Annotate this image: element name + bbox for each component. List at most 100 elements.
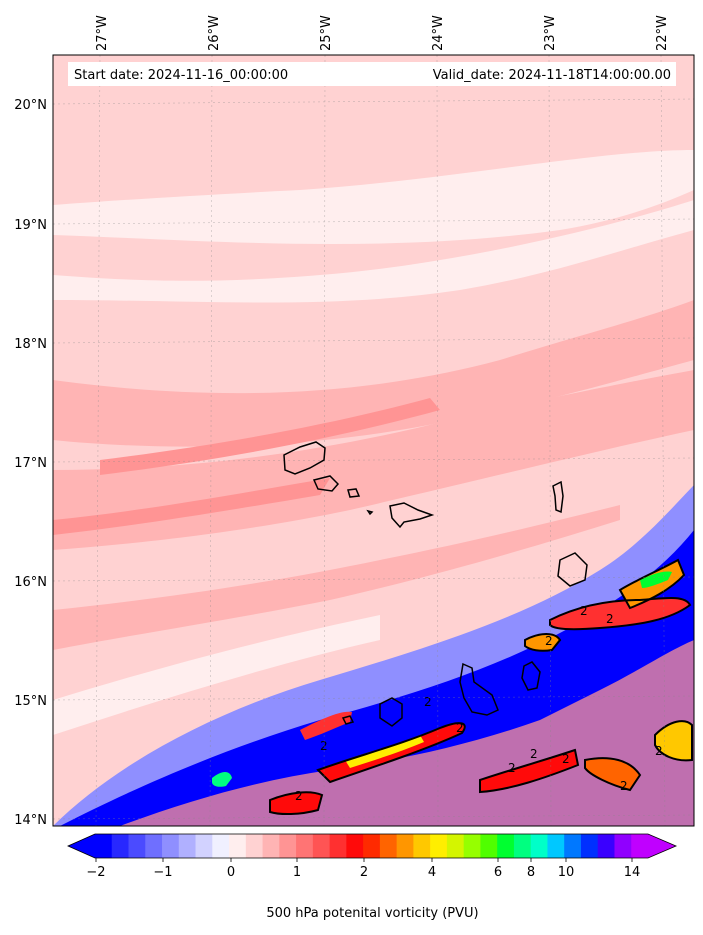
info-box (68, 62, 676, 86)
colorbar-segment (564, 834, 582, 858)
pv-mid-band (53, 505, 620, 650)
lat-label: 15°N (14, 694, 47, 709)
island-brava (341, 715, 355, 725)
colorbar-segment (195, 834, 213, 858)
longitude-labels: 27°W 26°W 25°W 24°W 23°W 22°W (95, 15, 670, 51)
colorbar-segment (245, 834, 263, 858)
pv-mid-band (100, 398, 440, 475)
colorbar-tick-label: 10 (558, 865, 575, 880)
colorbar-tick-label: 4 (428, 865, 436, 880)
island-sal (552, 480, 564, 514)
pv-field: 2 2 2 2 2 2 2 2 2 2 2 2 (53, 55, 694, 826)
pv-filament (480, 750, 578, 792)
colorbar-segment (379, 834, 398, 858)
colorbar-outline (67, 833, 678, 859)
colorbar-segment (513, 834, 532, 858)
pv-mid-band (53, 478, 330, 535)
colorbar-segment (312, 834, 331, 858)
lon-label: 22°W (655, 15, 670, 51)
lat-label: 17°N (14, 456, 47, 471)
colorbar-tick-label: 1 (293, 865, 301, 880)
latitude-labels: 20°N 19°N 18°N 17°N 16°N 15°N 14°N (14, 98, 47, 828)
contour-2pvu (654, 720, 693, 762)
lon-label: 26°W (207, 15, 222, 51)
island-sao-vicente (312, 475, 340, 492)
colorbar-segment (279, 834, 297, 858)
contour-label: 2 (580, 604, 588, 618)
island-santa-luzia (347, 488, 361, 498)
contour-label: 2 (606, 612, 614, 626)
colorbar-segment (547, 834, 565, 858)
pv-filament (270, 792, 322, 815)
contour-label: 2 (508, 761, 516, 775)
island-fogo (379, 697, 403, 727)
contour-label: 2 (456, 721, 464, 735)
colorbar-tick-label: −2 (86, 865, 105, 880)
island-raso (366, 509, 374, 516)
pv-low-band (53, 200, 694, 303)
colorbar-tick-label: 8 (527, 865, 535, 880)
valid-date-label: Valid_date: 2024-11-18T14:00:00.00 (433, 68, 671, 83)
contour-label: 2 (320, 739, 328, 753)
start-date-label: Start date: 2024-11-16_00:00:00 (74, 68, 288, 83)
colorbar-segment (111, 834, 129, 858)
colorbar-segment (178, 834, 196, 858)
colorbar-segment (497, 834, 515, 858)
contour-2pvu (316, 722, 466, 784)
colorbar-segment (229, 834, 247, 858)
colorbar-segment (430, 834, 448, 858)
contour-label: 2 (545, 634, 553, 648)
colorbar-extend-max (648, 834, 676, 858)
colorbar-segment (329, 834, 347, 858)
colorbar-segment (346, 834, 364, 858)
island-santo-antao (283, 441, 326, 475)
island-sao-nicolau (389, 502, 435, 529)
pv-low-band (53, 150, 694, 245)
colorbar-extend-min (68, 834, 95, 858)
colorbar-tick-label: 6 (494, 865, 502, 880)
contour-2pvu (584, 757, 642, 792)
pv-filament (640, 571, 672, 588)
contour-label: 2 (424, 695, 432, 709)
colorbar-ticks: −2 −1 0 1 2 4 6 8 10 14 (86, 858, 640, 880)
colorbar-segment (446, 834, 465, 858)
lat-label: 19°N (14, 218, 47, 233)
lat-label: 14°N (14, 813, 47, 828)
colorbar-tick-label: 2 (360, 865, 368, 880)
colorbar-segment (580, 834, 599, 858)
contour-label: 2 (530, 747, 538, 761)
pv-filament (525, 634, 560, 651)
lat-label: 16°N (14, 575, 47, 590)
colorbar-tick-label: 0 (227, 865, 235, 880)
colorbar-segment (145, 834, 163, 858)
lon-label: 24°W (431, 15, 446, 51)
colorbar-segment (95, 834, 113, 858)
lon-label: 27°W (95, 15, 110, 51)
colorbar-segment (212, 834, 230, 858)
colorbar-segment (413, 834, 431, 858)
graticule (53, 55, 694, 826)
contour-2pvu (524, 633, 562, 652)
coastlines (283, 441, 588, 727)
contour-label: 2 (620, 779, 628, 793)
pv-positive-region (120, 640, 694, 826)
pv-filament (585, 758, 640, 790)
pv-filament (345, 735, 424, 768)
pv-mid-band (53, 300, 694, 447)
contour-2pvu (549, 597, 692, 631)
colorbar-segment (631, 834, 649, 858)
pv-filament (212, 772, 232, 787)
contour-2pvu (618, 558, 686, 610)
lat-label: 20°N (14, 98, 47, 113)
colorbar-segment (262, 834, 280, 858)
pv-filament (300, 711, 352, 740)
contour-2pvu (269, 791, 324, 816)
colorbar-segment (463, 834, 481, 858)
colorbar-segment (614, 834, 632, 858)
pv-filament (550, 597, 690, 630)
contour-label: 2 (655, 744, 663, 758)
colorbar-segment (597, 834, 615, 858)
colorbar: −2 −1 0 1 2 4 6 8 10 14 (67, 833, 678, 880)
colorbar-segment (128, 834, 146, 858)
